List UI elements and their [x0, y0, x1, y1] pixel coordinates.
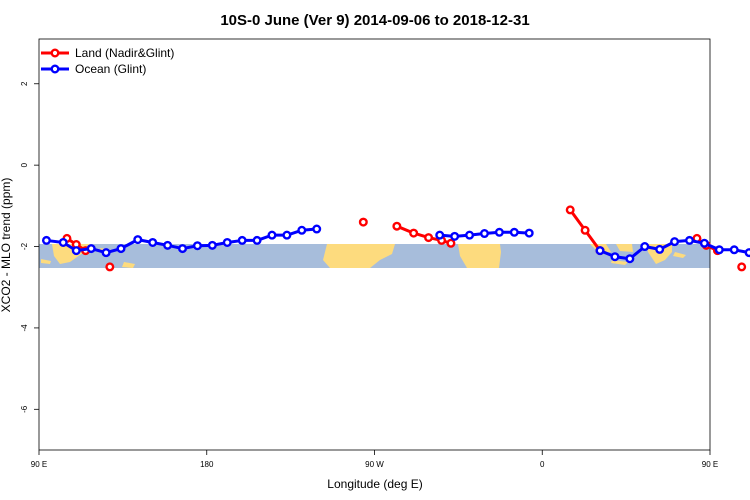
data-point: [625, 254, 635, 264]
data-point: [178, 244, 188, 254]
series-layer: [41, 205, 750, 272]
data-point: [192, 241, 202, 251]
data-point: [729, 245, 739, 255]
land-vanuatu: [122, 262, 135, 268]
data-point: [392, 221, 402, 231]
chart-title: 10S-0 June (Ver 9) 2014-09-06 to 2018-12…: [220, 12, 529, 29]
x-axis: 90 E 180 90 W 0 90 E: [31, 450, 718, 469]
land-java: [41, 259, 51, 264]
data-point: [41, 235, 51, 245]
land-java-right: [611, 260, 628, 265]
y-tick-label: -4: [20, 324, 29, 332]
data-point: [494, 227, 504, 237]
data-point: [655, 244, 665, 254]
data-point: [133, 235, 143, 245]
land-south-america: [323, 244, 395, 268]
data-point: [580, 225, 590, 235]
legend-label: Ocean (Glint): [75, 62, 146, 76]
data-point: [312, 224, 322, 234]
data-point: [737, 262, 747, 272]
data-point: [282, 230, 292, 240]
data-point: [465, 230, 475, 240]
y-tick-label: 0: [20, 162, 29, 167]
x-tick-label: 0: [540, 460, 545, 469]
data-point: [565, 205, 575, 215]
data-point: [446, 238, 456, 248]
data-point: [479, 229, 489, 239]
data-point: [450, 231, 460, 241]
data-point: [252, 235, 262, 245]
legend-swatch-marker: [50, 64, 60, 74]
data-point: [267, 230, 277, 240]
data-point: [163, 240, 173, 250]
legend-swatch-marker: [50, 48, 60, 58]
land-africa: [458, 244, 501, 268]
data-point: [409, 228, 419, 238]
x-tick-label: 90 W: [365, 460, 384, 469]
data-point: [207, 240, 217, 250]
data-point: [86, 244, 96, 254]
data-point: [58, 237, 68, 247]
y-axis-label: XCO2 - MLO trend (ppm): [0, 178, 13, 313]
data-point: [237, 235, 247, 245]
data-point: [524, 228, 534, 238]
data-point: [105, 262, 115, 272]
legend: Land (Nadir&Glint) Ocean (Glint): [41, 46, 174, 76]
x-tick-label: 90 E: [31, 460, 47, 469]
data-point: [744, 248, 750, 258]
data-point: [610, 252, 620, 262]
data-point: [670, 237, 680, 247]
data-point: [297, 225, 307, 235]
data-point: [101, 248, 111, 258]
data-point: [222, 237, 232, 247]
y-tick-label: 2: [20, 81, 29, 86]
data-point: [714, 245, 724, 255]
y-tick-label: -6: [20, 405, 29, 413]
land-islands-right: [673, 252, 686, 258]
data-point: [116, 244, 126, 254]
data-point: [684, 235, 694, 245]
legend-label: Land (Nadir&Glint): [75, 46, 174, 60]
y-tick-label: -2: [20, 242, 29, 250]
data-point: [595, 246, 605, 256]
data-point: [435, 230, 445, 240]
data-point: [71, 246, 81, 256]
land-borneo: [616, 244, 633, 252]
data-point: [699, 238, 709, 248]
series-1: [41, 224, 750, 264]
data-point: [358, 217, 368, 227]
x-tick-label: 90 E: [702, 460, 718, 469]
y-axis: 2 0 -2 -4 -6: [20, 81, 39, 413]
data-point: [640, 242, 650, 252]
x-axis-label: Longitude (deg E): [327, 477, 422, 491]
data-point: [509, 227, 519, 237]
data-point: [424, 233, 434, 243]
data-point: [148, 237, 158, 247]
x-tick-label: 180: [200, 460, 214, 469]
